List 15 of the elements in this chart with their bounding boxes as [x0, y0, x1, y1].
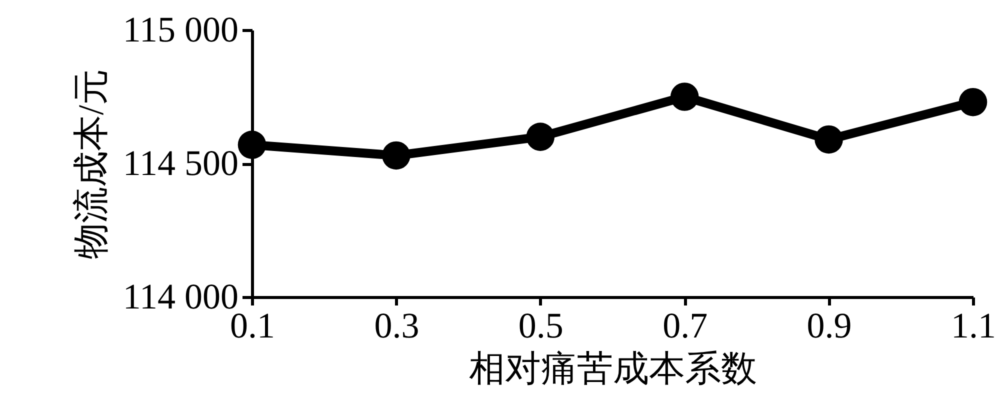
x-tick-label: 0.7 [662, 306, 708, 346]
point [670, 82, 699, 111]
x-axis-title: 相对痛苦成本系数 [469, 348, 757, 388]
point [382, 141, 410, 170]
x-tick-label: 0.9 [806, 306, 852, 346]
x-tick-label: 0.3 [374, 306, 420, 346]
x-tick-label: 0.5 [518, 306, 564, 346]
point [526, 122, 555, 151]
point [958, 88, 988, 116]
y-axis-title: 物流成本/元 [70, 68, 111, 260]
x-tick-label: 1.1 [951, 306, 996, 346]
point [814, 125, 843, 154]
y-tick-label: 114 500 [122, 143, 238, 183]
point [238, 130, 266, 159]
y-tick-label: 115 000 [122, 10, 238, 50]
